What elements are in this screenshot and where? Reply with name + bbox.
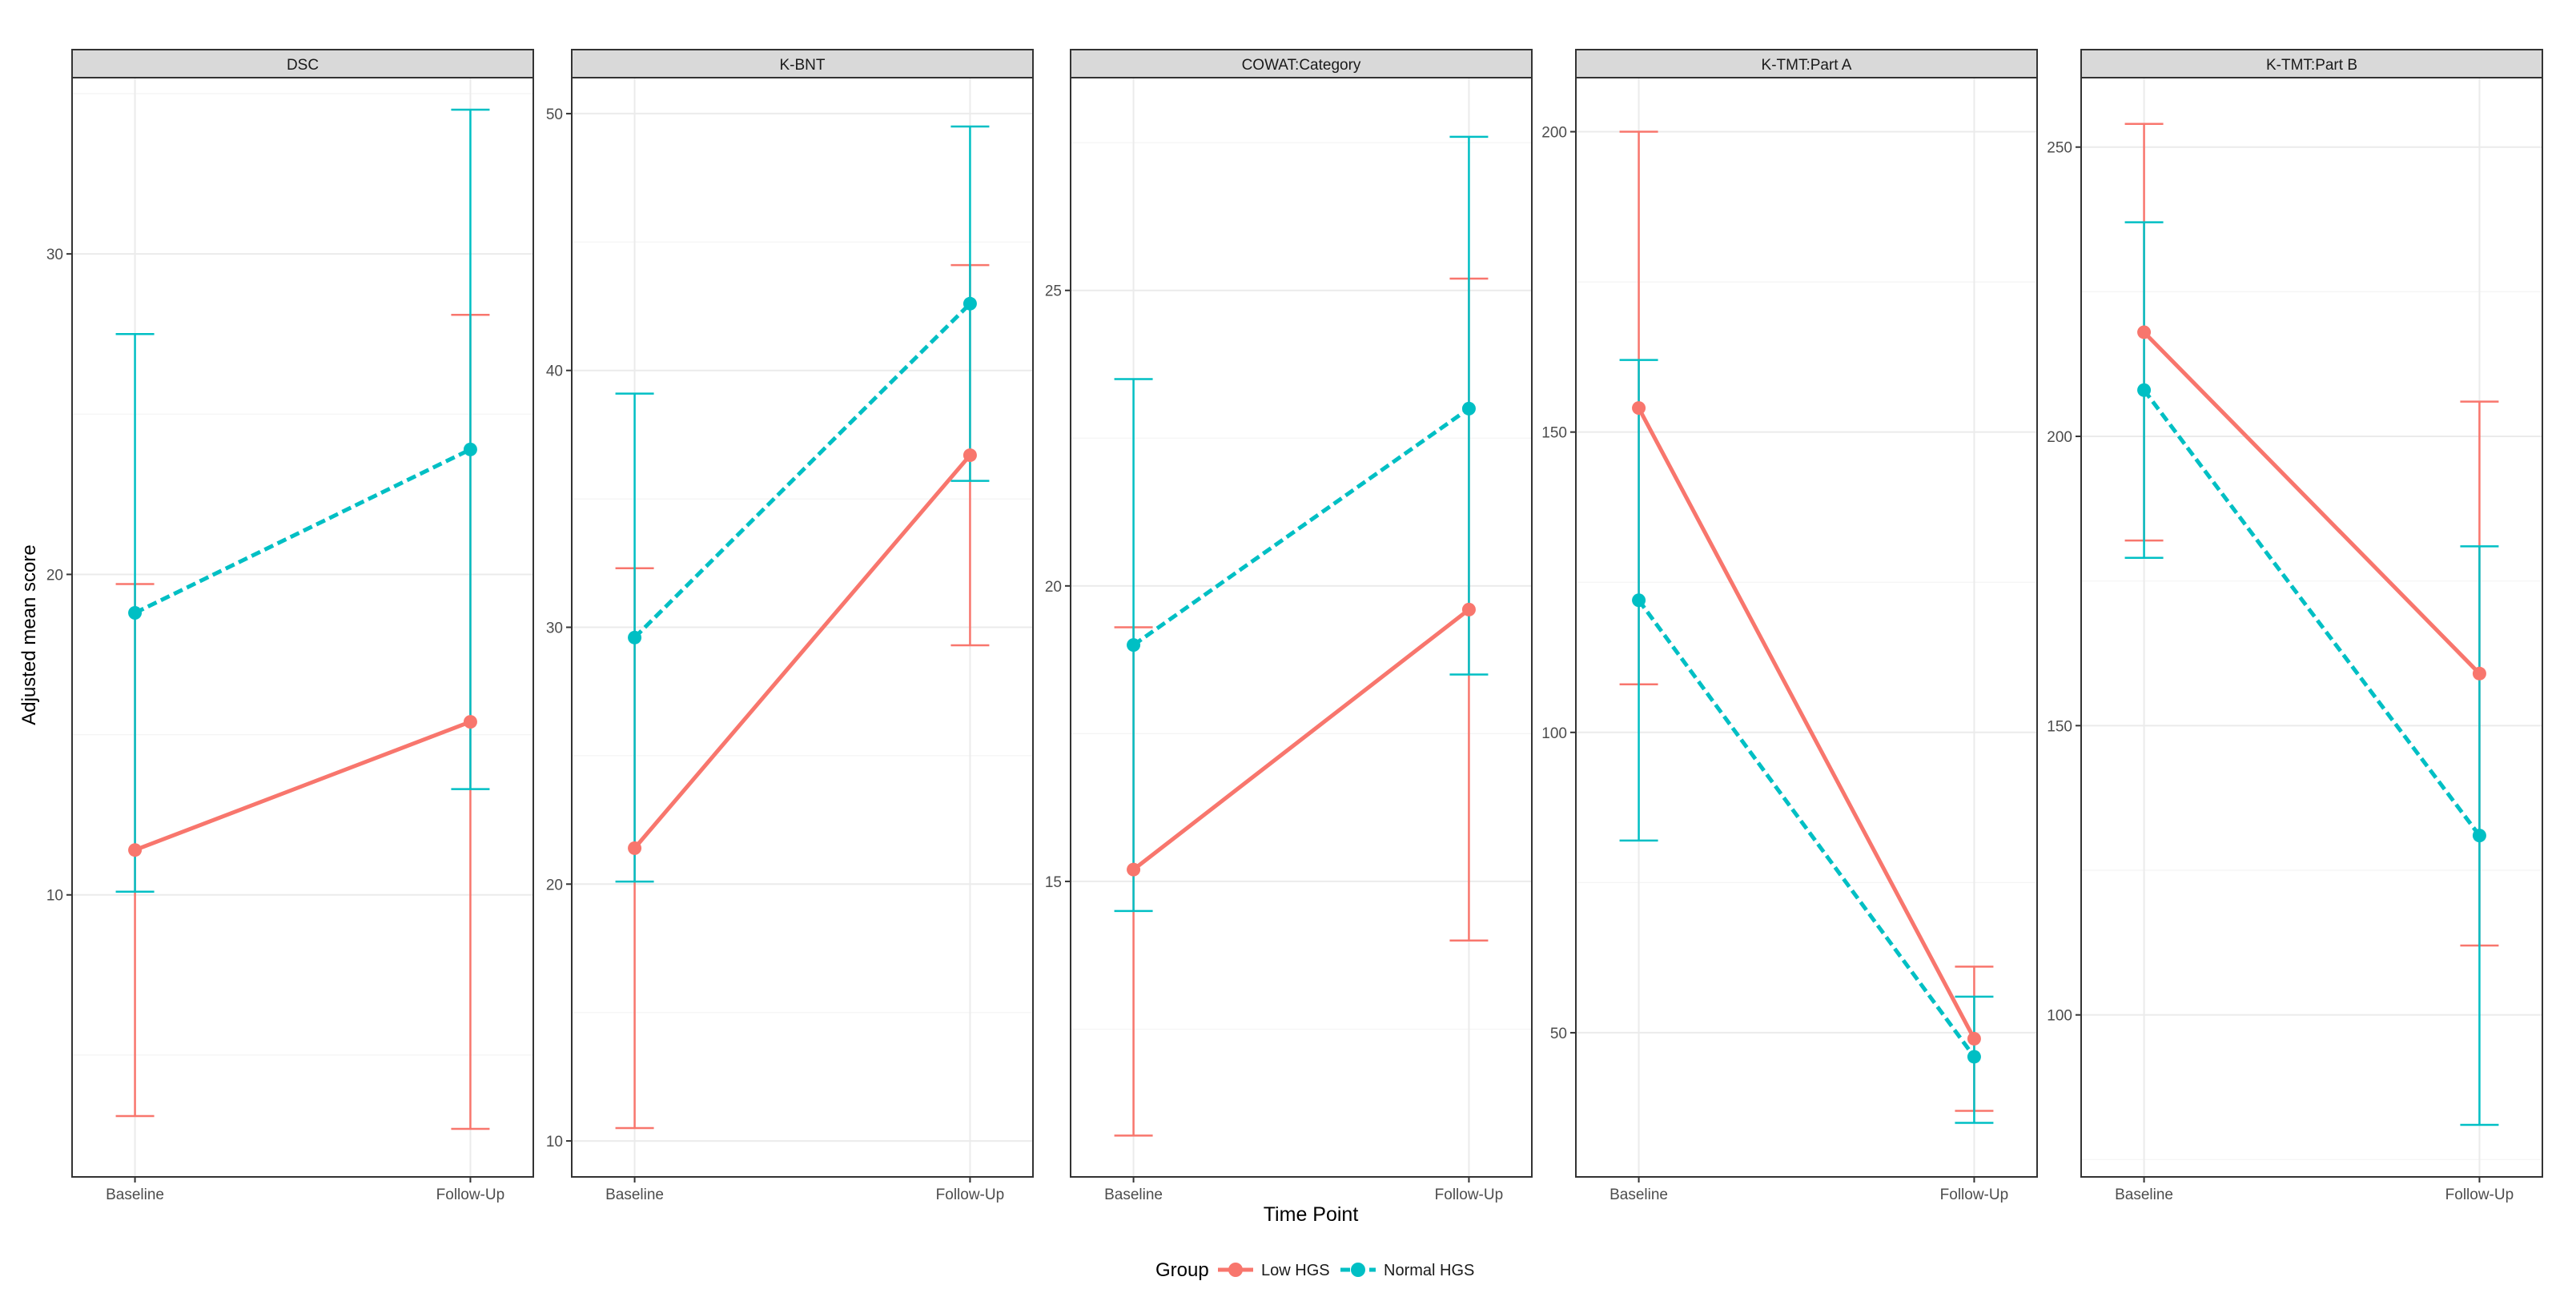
strip-title-cowat-category: COWAT:Category bbox=[1242, 57, 1361, 74]
panel-border-k-tmt-part-a bbox=[1575, 77, 2038, 1178]
mean-line-low-hgs bbox=[1637, 407, 1976, 1040]
panel-border-dsc bbox=[71, 77, 534, 1178]
y-tick-label: 50 bbox=[1550, 1026, 1567, 1042]
mean-point-normal-hgs bbox=[2137, 383, 2152, 397]
y-tick-label: 150 bbox=[2047, 718, 2072, 735]
y-tick-label: 20 bbox=[546, 877, 563, 893]
strip-title-k-tmt-part-b: K-TMT:Part B bbox=[2266, 57, 2357, 74]
mean-point-low-hgs bbox=[628, 841, 642, 855]
x-tick-label: Follow-Up bbox=[436, 1187, 505, 1203]
mean-line-normal-hgs bbox=[1637, 599, 1976, 1058]
legend-label-low-hgs: Low HGS bbox=[1261, 1262, 1330, 1279]
legend: Group Low HGS Normal HGS bbox=[1155, 1259, 1474, 1281]
panel-cowat-category: COWAT:Category 15 20 25 Baseline Follow-Up bbox=[1045, 49, 1533, 1203]
mean-point-low-hgs bbox=[1967, 1031, 1981, 1046]
y-tick-label: 200 bbox=[1541, 125, 1567, 142]
x-tick-label: Baseline bbox=[1104, 1187, 1163, 1203]
panel-k-tmt-part-b: K-TMT:Part B 100 150 200 250 Baseline Follow-U… bbox=[2047, 49, 2543, 1203]
x-tick-label: Baseline bbox=[605, 1187, 664, 1203]
mean-point-low-hgs bbox=[463, 715, 477, 729]
mean-line-normal-hgs bbox=[2142, 388, 2482, 837]
facet-panels: DSC 10 20 30 Baseline Follow-Up K-BNT 10 20 30 40 5… bbox=[46, 49, 2543, 1203]
mean-point-normal-hgs bbox=[1461, 401, 1476, 416]
legend-point-low-hgs bbox=[1228, 1263, 1243, 1277]
x-tick-label: Baseline bbox=[106, 1187, 164, 1203]
panel-dsc: DSC 10 20 30 Baseline Follow-Up bbox=[46, 49, 534, 1203]
y-tick-label: 10 bbox=[546, 1134, 563, 1150]
y-axis-title: Adjusted mean score bbox=[18, 544, 40, 725]
y-tick-label: 100 bbox=[1541, 725, 1567, 742]
mean-point-low-hgs bbox=[962, 448, 977, 463]
strip-k-tmt-part-b bbox=[2080, 49, 2543, 78]
mean-line-low-hgs bbox=[134, 720, 472, 853]
y-tick-label: 25 bbox=[1045, 283, 1062, 300]
x-tick-label: Follow-Up bbox=[1435, 1187, 1504, 1203]
panel-k-tmt-part-a: K-TMT:Part A 50 100 150 200 Baseline Follow-Up bbox=[1541, 49, 2038, 1203]
x-tick-label: Follow-Up bbox=[2445, 1187, 2514, 1203]
mean-line-normal-hgs bbox=[1132, 407, 1470, 647]
strip-k-tmt-part-a bbox=[1575, 49, 2038, 78]
mean-line-low-hgs bbox=[2142, 331, 2482, 676]
legend-title: Group bbox=[1155, 1259, 1209, 1281]
mean-point-low-hgs bbox=[2137, 325, 2152, 339]
y-tick-label: 50 bbox=[546, 106, 563, 123]
mean-point-normal-hgs bbox=[1632, 593, 1646, 608]
x-axis-title: Time Point bbox=[1264, 1203, 1359, 1226]
strip-title-dsc: DSC bbox=[287, 57, 319, 74]
strip-k-bnt bbox=[571, 49, 1034, 78]
y-tick-label: 40 bbox=[546, 363, 563, 380]
mean-line-normal-hgs bbox=[633, 302, 972, 640]
y-tick-label: 30 bbox=[46, 247, 63, 263]
mean-point-normal-hgs bbox=[2472, 829, 2486, 843]
legend-point-normal-hgs bbox=[1351, 1263, 1365, 1277]
x-tick-label: Follow-Up bbox=[1940, 1187, 2009, 1203]
legend-label-normal-hgs: Normal HGS bbox=[1384, 1262, 1474, 1279]
panel-border-k-tmt-part-b bbox=[2080, 77, 2543, 1178]
x-tick-label: Follow-Up bbox=[936, 1187, 1005, 1203]
x-tick-label: Baseline bbox=[2115, 1187, 2173, 1203]
y-tick-label: 20 bbox=[46, 567, 63, 584]
y-tick-label: 100 bbox=[2047, 1008, 2072, 1025]
mean-point-low-hgs bbox=[128, 843, 143, 857]
legend-key-normal-hgs bbox=[1340, 1263, 1376, 1277]
y-tick-label: 20 bbox=[1045, 579, 1062, 596]
y-tick-label: 30 bbox=[546, 620, 563, 637]
panel-k-bnt: K-BNT 10 20 30 40 50 Baseline Follow-Up bbox=[546, 49, 1034, 1203]
panel-border-cowat-category bbox=[1070, 77, 1533, 1178]
y-tick-label: 150 bbox=[1541, 425, 1567, 442]
mean-point-low-hgs bbox=[1461, 602, 1476, 616]
mean-point-normal-hgs bbox=[1967, 1050, 1981, 1064]
strip-title-k-bnt: K-BNT bbox=[780, 57, 826, 74]
legend-key-low-hgs bbox=[1218, 1263, 1253, 1277]
mean-point-normal-hgs bbox=[463, 442, 477, 456]
panel-border-k-bnt bbox=[571, 77, 1034, 1178]
y-tick-label: 15 bbox=[1045, 874, 1062, 891]
y-tick-label: 200 bbox=[2047, 429, 2072, 446]
strip-title-k-tmt-part-a: K-TMT:Part A bbox=[1762, 57, 1852, 74]
mean-point-low-hgs bbox=[1632, 401, 1646, 416]
mean-point-normal-hgs bbox=[128, 605, 143, 620]
mean-line-low-hgs bbox=[1132, 608, 1470, 872]
mean-line-normal-hgs bbox=[134, 448, 472, 615]
y-tick-label: 250 bbox=[2047, 140, 2072, 157]
y-tick-label: 10 bbox=[46, 888, 63, 905]
mean-point-normal-hgs bbox=[1127, 638, 1141, 652]
mean-point-normal-hgs bbox=[628, 630, 642, 644]
mean-line-low-hgs bbox=[633, 453, 972, 850]
x-tick-label: Baseline bbox=[1609, 1187, 1668, 1203]
mean-point-normal-hgs bbox=[962, 296, 977, 311]
mean-point-low-hgs bbox=[2472, 666, 2486, 681]
mean-point-low-hgs bbox=[1127, 862, 1141, 877]
strip-dsc bbox=[71, 49, 534, 78]
